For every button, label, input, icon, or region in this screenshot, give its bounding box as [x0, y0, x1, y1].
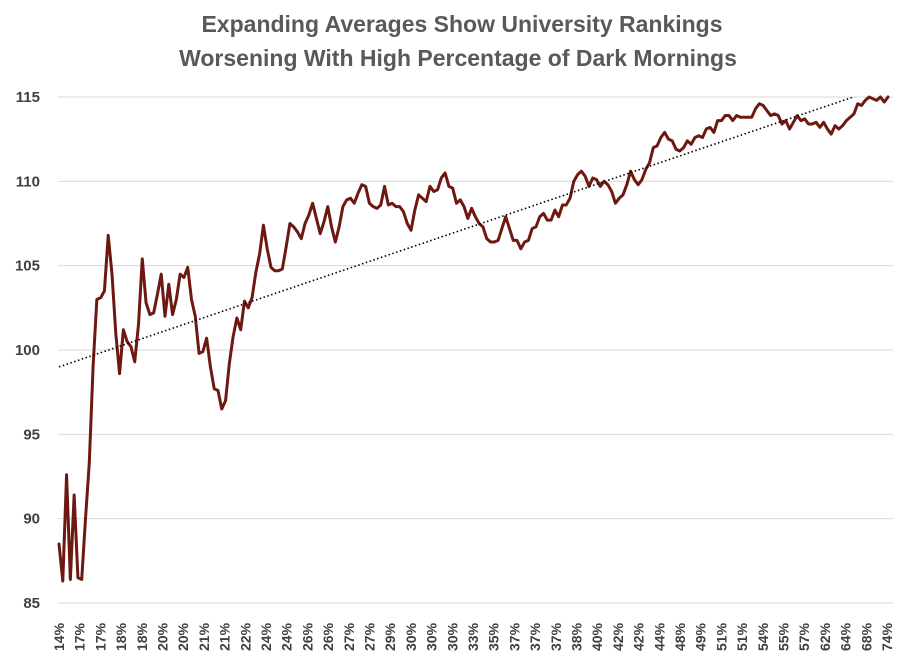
y-tick-label: 115: [16, 89, 40, 106]
x-tick-label: 68%: [858, 622, 874, 651]
x-tick-label: 20%: [155, 622, 171, 651]
x-tick-label: 18%: [134, 622, 150, 651]
x-tick-label: 21%: [217, 622, 233, 651]
x-tick-label: 24%: [258, 622, 274, 651]
gridlines: [58, 96, 893, 604]
x-tick-label: 55%: [776, 622, 792, 651]
y-tick-label: 105: [15, 258, 40, 275]
x-tick-label: 22%: [237, 622, 253, 651]
x-tick-label: 42%: [610, 622, 626, 651]
trendline: [58, 97, 856, 368]
x-tick-label: 33%: [465, 622, 481, 651]
x-tick-label: 40%: [589, 622, 605, 651]
x-tick-label: 30%: [403, 622, 419, 651]
x-tick-label: 26%: [320, 622, 336, 651]
y-tick-label: 90: [23, 511, 40, 528]
x-tick-label: 20%: [175, 622, 191, 651]
x-tick-label: 54%: [755, 622, 771, 651]
x-tick-label: 26%: [299, 622, 315, 651]
x-tick-label: 27%: [362, 622, 378, 651]
y-tick-label: 110: [16, 173, 40, 190]
x-tick-label: 27%: [341, 622, 357, 651]
y-axis: 85 90 95 100 105 110 115: [15, 89, 40, 612]
x-tick-label: 17%: [92, 622, 108, 651]
x-tick-label: 37%: [506, 622, 522, 651]
x-tick-label: 44%: [651, 622, 667, 651]
y-tick-label: 95: [23, 426, 40, 443]
x-tick-label: 62%: [817, 622, 833, 651]
x-tick-label: 42%: [631, 622, 647, 651]
series-line: [57, 95, 890, 583]
x-tick-label: 37%: [548, 622, 564, 651]
y-tick-label: 100: [15, 342, 40, 359]
x-tick-label: 48%: [672, 622, 688, 651]
x-tick-label: 21%: [196, 622, 212, 651]
x-tick-label: 51%: [713, 622, 729, 651]
x-tick-label: 49%: [693, 622, 709, 651]
x-axis: 14% 17% 17% 18% 18% 20% 20% 21% 21% 22% 24% 24% 26% 2…: [51, 622, 895, 651]
x-tick-label: 38%: [569, 622, 585, 651]
chart-title-line-2: Worsening With High Percentage of Dark M…: [179, 45, 737, 71]
x-tick-label: 74%: [879, 622, 895, 651]
x-tick-label: 29%: [382, 622, 398, 651]
x-tick-label: 57%: [796, 622, 812, 651]
x-tick-label: 35%: [486, 622, 502, 651]
x-tick-label: 30%: [424, 622, 440, 651]
y-tick-label: 85: [23, 595, 40, 612]
x-tick-label: 24%: [279, 622, 295, 651]
x-tick-label: 64%: [838, 622, 854, 651]
x-tick-label: 51%: [734, 622, 750, 651]
x-tick-label: 18%: [113, 622, 129, 651]
x-tick-label: 17%: [72, 622, 88, 651]
plot-area: [57, 95, 890, 583]
x-tick-label: 30%: [444, 622, 460, 651]
chart-title-line-1: Expanding Averages Show University Ranki…: [201, 11, 722, 37]
x-tick-label: 37%: [527, 622, 543, 651]
x-tick-label: 14%: [51, 622, 67, 651]
